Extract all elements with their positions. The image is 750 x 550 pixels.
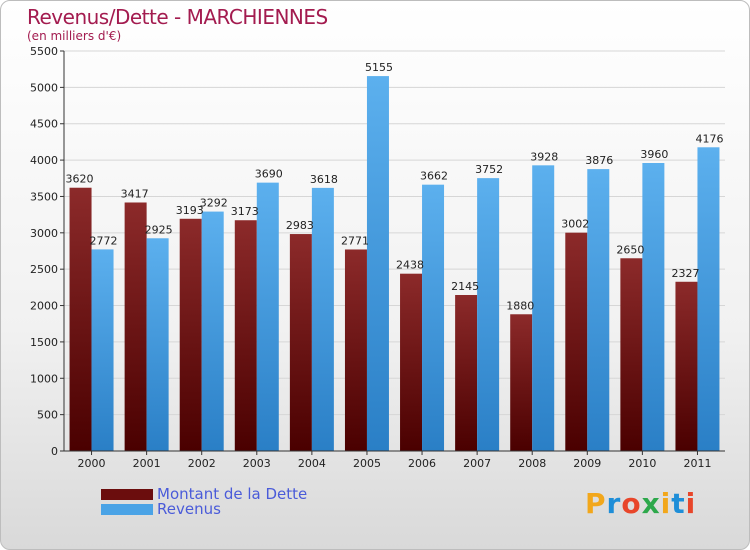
bar-revenus	[201, 211, 224, 451]
data-label-dette: 3002	[561, 218, 589, 231]
bar-revenus	[256, 182, 279, 452]
data-label-revenus: 3292	[200, 197, 228, 210]
data-label-dette: 2438	[396, 259, 424, 272]
x-tick-label: 2007	[463, 457, 491, 470]
data-label-dette: 3193	[176, 204, 204, 217]
y-tick-label: 2500	[30, 263, 58, 276]
bar-revenus	[697, 147, 720, 452]
bar-dette	[620, 258, 643, 451]
data-label-dette: 2327	[671, 267, 699, 280]
y-tick-label: 2000	[30, 300, 58, 313]
logo-letter: i	[660, 487, 672, 520]
chart-title: Revenus/Dette - MARCHIENNES	[27, 5, 328, 29]
data-label-revenus: 3752	[475, 163, 503, 176]
bar-revenus	[532, 165, 555, 451]
data-label-revenus: 3662	[420, 170, 448, 183]
logo-letter: r	[606, 487, 622, 520]
axes: 0 500 1000 1500 2000 2500 3000 3500 4000 4500 5000…	[30, 45, 725, 470]
data-label-revenus: 3876	[585, 154, 613, 167]
x-tick-label: 2011	[683, 457, 711, 470]
legend-swatch-revenus	[101, 504, 153, 515]
data-label-revenus: 5155	[365, 61, 393, 74]
bar-revenus	[146, 238, 169, 451]
data-label-revenus: 2925	[145, 223, 173, 236]
x-tick-label: 2004	[298, 457, 326, 470]
logo-letter: o	[621, 487, 642, 520]
bar-dette	[400, 273, 423, 451]
x-tick-label: 2000	[78, 457, 106, 470]
data-label-dette: 1880	[506, 299, 534, 312]
bar-revenus	[366, 76, 389, 451]
bar-revenus	[422, 184, 445, 451]
x-tick-label: 2008	[518, 457, 546, 470]
bar-dette	[510, 314, 533, 451]
logo-letter: P	[585, 487, 607, 520]
proxiti-logo: Proxiti	[585, 487, 696, 520]
data-label-revenus: 3618	[310, 173, 338, 186]
y-tick-label: 0	[51, 445, 58, 458]
data-label-dette: 2650	[616, 243, 644, 256]
data-label-dette: 3173	[231, 205, 259, 218]
y-tick-label: 1500	[30, 336, 58, 349]
x-tick-label: 2005	[353, 457, 381, 470]
data-label-dette: 3417	[121, 187, 149, 200]
y-tick-label: 5500	[30, 45, 58, 58]
bar-dette	[234, 220, 257, 451]
logo-letter: x	[641, 487, 661, 520]
logo-letter: t	[671, 487, 686, 520]
bar-dette	[455, 295, 478, 451]
bar-revenus	[311, 187, 334, 451]
bar-revenus	[587, 169, 610, 452]
x-tick-label: 2003	[243, 457, 271, 470]
bar-dette	[69, 187, 92, 451]
legend-label-dette: Montant de la Dette	[157, 485, 308, 503]
data-label-revenus: 2772	[90, 234, 118, 247]
bar-dette	[124, 202, 147, 451]
data-label-dette: 2983	[286, 219, 314, 232]
data-label-revenus: 3928	[530, 150, 558, 163]
data-label-dette: 3620	[66, 173, 94, 186]
bar-revenus	[477, 178, 500, 452]
x-tick-label: 2010	[628, 457, 656, 470]
bar-dette	[179, 218, 202, 451]
y-tick-label: 500	[37, 409, 58, 422]
data-label-revenus: 3690	[255, 168, 283, 181]
y-tick-label: 1000	[30, 372, 58, 385]
x-tick-label: 2009	[573, 457, 601, 470]
y-tick-label: 4000	[30, 154, 58, 167]
data-label-revenus: 3960	[640, 148, 668, 161]
y-tick-label: 3000	[30, 227, 58, 240]
data-label-revenus: 4176	[695, 132, 723, 145]
x-tick-label: 2001	[133, 457, 161, 470]
x-tick-label: 2006	[408, 457, 436, 470]
chart-subtitle: (en milliers d'€)	[27, 29, 122, 43]
y-tick-label: 4500	[30, 118, 58, 131]
bar-dette	[289, 234, 312, 451]
bar-revenus	[91, 249, 114, 451]
bar-dette	[565, 232, 588, 451]
bars	[69, 76, 720, 452]
logo-letter: i	[685, 487, 697, 520]
legend-swatch-dette	[101, 489, 153, 500]
data-label-dette: 2771	[341, 234, 369, 247]
x-tick-label: 2002	[188, 457, 216, 470]
bar-dette	[344, 249, 367, 451]
y-tick-label: 5000	[30, 81, 58, 94]
bar-dette	[675, 281, 698, 451]
bar-revenus	[642, 163, 665, 451]
y-tick-label: 3500	[30, 190, 58, 203]
legend-label-revenus: Revenus	[157, 500, 221, 518]
data-label-dette: 2145	[451, 280, 479, 293]
